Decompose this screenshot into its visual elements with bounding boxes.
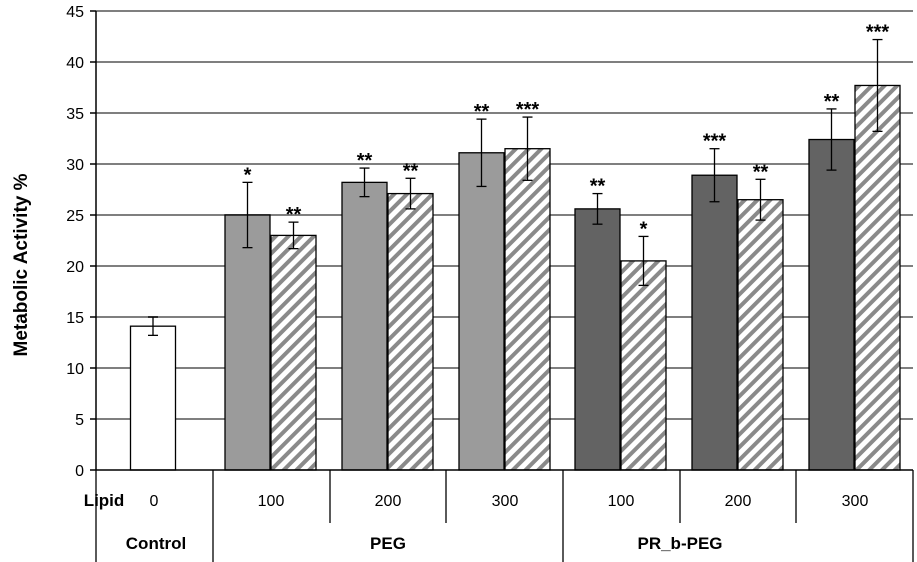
y-tick-label: 45 — [66, 4, 84, 21]
y-tick-label: 40 — [66, 55, 84, 72]
bar — [620, 260, 667, 471]
y-tick-label: 5 — [75, 412, 84, 429]
bar — [691, 174, 738, 471]
axes — [95, 11, 913, 471]
group-label: PR_b-PEG — [637, 534, 722, 553]
bar — [387, 192, 434, 471]
lipid-value: 300 — [842, 493, 869, 510]
significance-mark: ** — [824, 91, 840, 113]
significance-mark: *** — [516, 99, 540, 121]
category-table: Lipid 0 100 200 300 100 200 300 Control PEG PR_b-P… — [84, 470, 914, 562]
lipid-value: 200 — [725, 493, 752, 510]
y-tick-label: 20 — [66, 259, 84, 276]
significance-mark: * — [640, 218, 648, 240]
bar — [270, 234, 317, 471]
significance-mark: ** — [286, 204, 302, 226]
error-bars — [148, 38, 883, 337]
y-tick-labels: 0 5 10 15 20 25 30 35 40 45 — [66, 4, 96, 480]
lipid-value: 0 — [150, 493, 159, 510]
y-tick-label: 25 — [66, 208, 84, 225]
lipid-value: 100 — [258, 493, 285, 510]
significance-mark: ** — [590, 176, 606, 198]
group-label: Control — [126, 534, 186, 553]
bar — [224, 214, 271, 471]
lipid-value: 200 — [375, 493, 402, 510]
y-tick-label: 30 — [66, 157, 84, 174]
significance-mark: ** — [357, 150, 373, 172]
y-tick-label: 15 — [66, 310, 84, 327]
significance-mark: ** — [753, 161, 769, 183]
group-label: PEG — [370, 534, 406, 553]
y-tick-label: 0 — [75, 463, 84, 480]
significance-mark: * — [244, 164, 252, 186]
bar — [854, 84, 901, 471]
bars — [129, 84, 901, 471]
bar — [341, 181, 388, 471]
bar — [574, 208, 621, 471]
lipid-value: 100 — [608, 493, 635, 510]
y-axis-label: Metabolic Activity % — [11, 173, 32, 356]
significance-mark: ** — [403, 160, 419, 182]
lipid-value: 300 — [492, 493, 519, 510]
significance-mark: ** — [474, 101, 490, 123]
significance-marks: ***** **** **************** — [244, 22, 890, 241]
significance-mark: *** — [866, 22, 890, 44]
bar — [458, 152, 505, 471]
bar — [808, 138, 855, 471]
bar — [504, 148, 551, 471]
y-tick-label: 35 — [66, 106, 84, 123]
significance-mark: *** — [703, 131, 727, 153]
bar — [737, 199, 784, 471]
bar — [129, 325, 177, 471]
y-tick-label: 10 — [66, 361, 84, 378]
lipid-row-label: Lipid — [84, 491, 125, 510]
